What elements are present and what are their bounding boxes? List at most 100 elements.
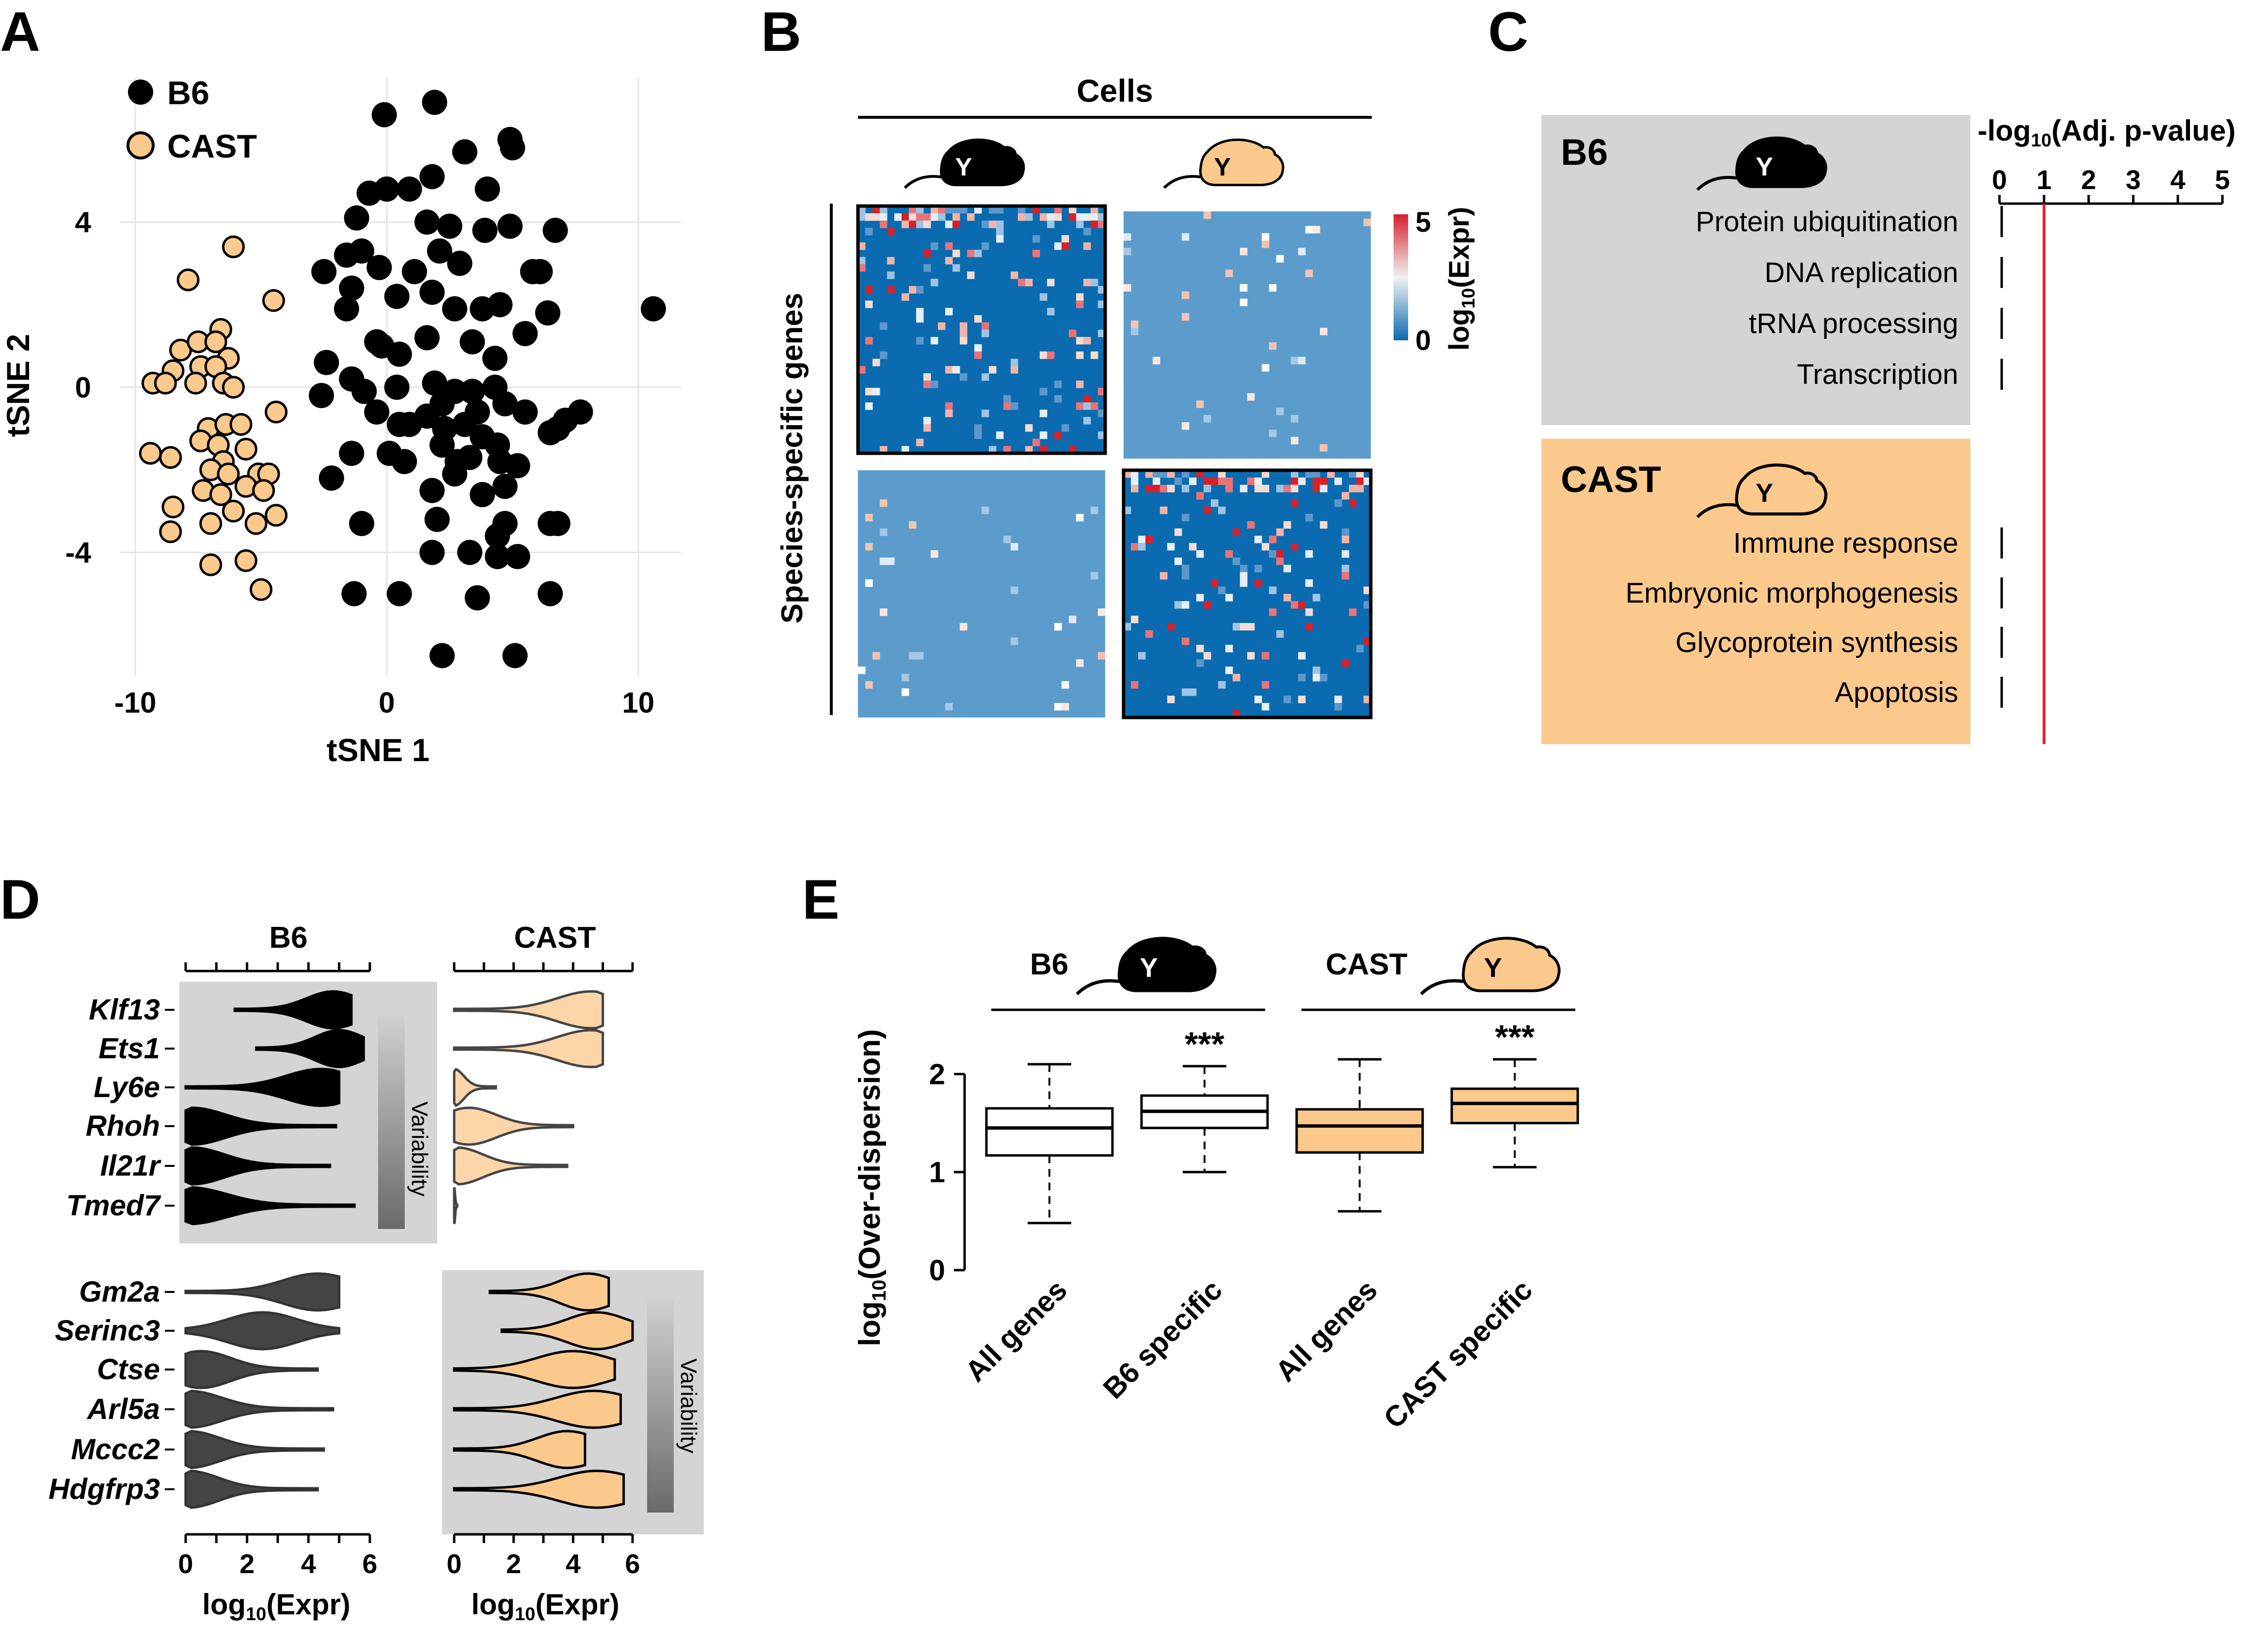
heatmap-cell	[952, 213, 960, 221]
heatmap-cell	[960, 337, 967, 345]
panel-c: C B6 CAST Y Y Protein ubiquitination DNA …	[1488, 1, 2236, 744]
data-point-b6	[442, 461, 468, 487]
heatmap-cell	[909, 652, 917, 660]
heatmap-cell	[1320, 674, 1328, 682]
heatmap-cell	[1069, 616, 1077, 623]
heatmap-cell	[1269, 536, 1277, 543]
go-term-label: Embryonic morphogenesis	[1625, 577, 1958, 609]
heatmap-cell	[1145, 470, 1153, 478]
heatmap-cell	[1062, 242, 1069, 250]
heatmap-cell	[1240, 572, 1248, 580]
heatmap-cell	[945, 242, 953, 250]
heatmap-cell	[858, 257, 866, 265]
gene-label: Ets1	[98, 1032, 160, 1065]
heatmap-cell	[1083, 228, 1091, 236]
heatmap-cell	[880, 213, 888, 221]
heatmap-cell	[1305, 550, 1313, 558]
heatmap-cell	[1334, 499, 1342, 507]
heatmap-cell	[1003, 402, 1011, 410]
x-tick-label: 6	[362, 1548, 377, 1579]
panel-b: B Cells Y Y Species-specific genes 5 0 l…	[761, 1, 1479, 719]
heatmap-cell	[858, 366, 866, 374]
heatmap-cell	[858, 264, 866, 272]
heatmap-cell	[938, 213, 946, 221]
violin-shape	[453, 1187, 459, 1225]
legend-label-cast: CAST	[167, 128, 257, 165]
heatmap-cell	[1138, 652, 1146, 660]
heatmap-cell	[1025, 213, 1033, 221]
heatmap-cell	[1040, 431, 1047, 439]
heatmap-cell	[1284, 521, 1291, 529]
heatmap-cell	[1305, 623, 1313, 631]
violin-shape	[184, 1106, 337, 1146]
heatmap-cell	[1174, 558, 1182, 565]
mouse-icon-cast-c: Y	[1697, 465, 1826, 517]
heatmap-cell	[1305, 608, 1313, 616]
x-tick-label: 0	[1992, 164, 2007, 195]
heatmap-cell	[1247, 521, 1255, 529]
data-point-b6	[333, 242, 359, 268]
heatmap-cell	[1124, 623, 1131, 631]
heatmap-cell	[1298, 478, 1306, 485]
data-point-cast	[159, 520, 182, 543]
cast-term-box	[1541, 439, 1970, 744]
violin-shape	[453, 990, 604, 1030]
data-point-b6	[414, 325, 440, 351]
heatmap-cell	[1349, 470, 1357, 478]
data-point-b6	[386, 581, 412, 606]
y-axis-ticks: -4 0 4	[65, 206, 92, 569]
heatmap-cell	[1342, 659, 1349, 667]
data-point-b6	[341, 581, 367, 606]
heatmap-cell	[902, 293, 909, 301]
x-tick-label: 4	[2170, 164, 2185, 195]
violin-shape	[184, 1469, 319, 1509]
heatmap-cell	[1047, 221, 1055, 228]
x-tick-label: 3	[2125, 164, 2141, 195]
legend-label-b6: B6	[167, 75, 209, 112]
heatmap-cell	[1091, 206, 1098, 214]
heatmap-cell	[1054, 395, 1062, 403]
violin-shape	[184, 1067, 341, 1107]
heatmap-cell	[1298, 601, 1306, 609]
heatmap-cell	[1247, 652, 1255, 660]
heatmap-cell	[931, 381, 938, 388]
heatmap-cell	[1291, 478, 1299, 485]
heatmap-cell	[1269, 284, 1277, 292]
data-point-b6	[374, 176, 399, 202]
heatmap-cell	[923, 264, 931, 272]
heatmap-cell	[1305, 270, 1313, 277]
heatmap-cell	[1254, 696, 1262, 703]
heatmap-cell	[1356, 645, 1364, 653]
heatmap-cell	[1269, 587, 1277, 594]
heatmap-cell	[1182, 688, 1190, 696]
heatmap-cell	[974, 344, 982, 352]
heatmap-cell	[1262, 240, 1269, 248]
data-point-cast	[222, 499, 245, 523]
heatmap-cell	[1313, 485, 1320, 493]
data-point-b6	[311, 259, 337, 285]
data-point-b6	[512, 321, 538, 347]
heatmap-cell	[967, 213, 975, 221]
heatmap-cell	[1011, 271, 1018, 279]
heatmap-block-border	[856, 204, 1107, 455]
heatmap-cell	[1196, 400, 1204, 408]
heatmap-cell	[1284, 696, 1291, 703]
y-tick-label: 2	[929, 1058, 945, 1090]
heatmap-cell	[1262, 652, 1269, 660]
heatmap-cell	[989, 366, 997, 374]
x-tick-label: 5	[2215, 164, 2230, 195]
heatmap-cell	[1083, 417, 1091, 425]
heatmap-cell	[865, 286, 873, 294]
legend-marker-b6	[128, 80, 153, 105]
heatmap-cell	[1054, 206, 1062, 214]
data-point-b6	[397, 412, 422, 437]
heatmap-cell	[880, 528, 888, 536]
heatmap-cell	[1254, 478, 1262, 485]
heatmap-cell	[887, 558, 895, 565]
heatmap-cell	[1233, 623, 1240, 631]
mouse-icon-b6-c: Y	[1697, 138, 1826, 190]
violin-shape	[233, 990, 353, 1030]
data-point-b6	[457, 445, 483, 470]
data-point-b6	[364, 399, 390, 425]
heatmap-cell	[1047, 351, 1055, 359]
